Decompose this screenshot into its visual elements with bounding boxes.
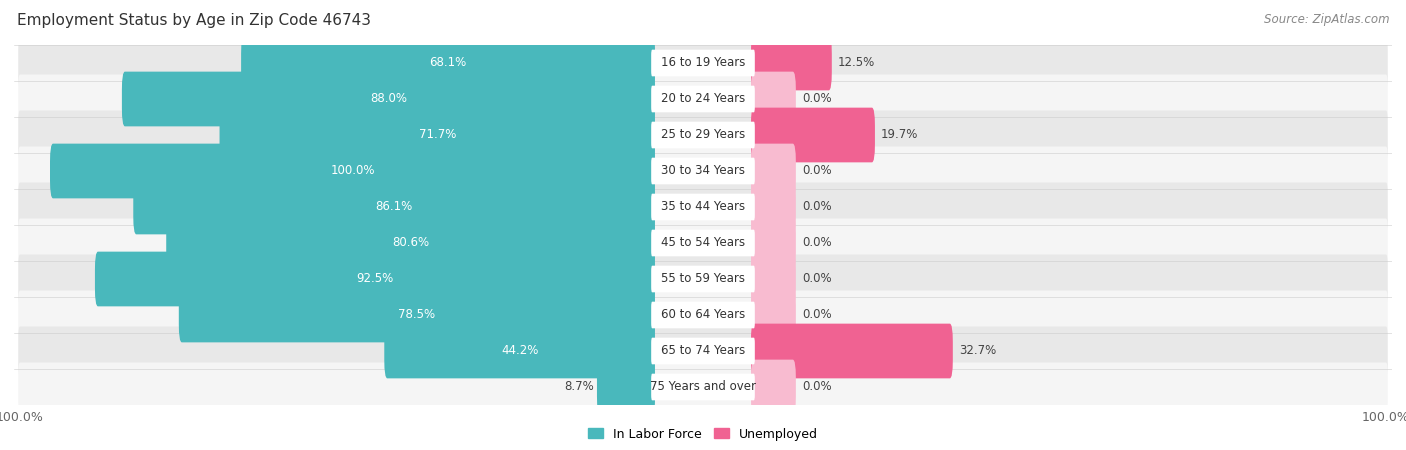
Text: 45 to 54 Years: 45 to 54 Years xyxy=(661,237,745,249)
Text: 65 to 74 Years: 65 to 74 Years xyxy=(661,345,745,357)
FancyBboxPatch shape xyxy=(651,302,755,328)
Text: 55 to 59 Years: 55 to 59 Years xyxy=(661,273,745,285)
Text: 78.5%: 78.5% xyxy=(398,309,436,321)
Text: 60 to 64 Years: 60 to 64 Years xyxy=(661,309,745,321)
FancyBboxPatch shape xyxy=(751,108,875,162)
FancyBboxPatch shape xyxy=(598,360,655,414)
Text: 68.1%: 68.1% xyxy=(429,57,467,69)
Text: 0.0%: 0.0% xyxy=(801,201,831,213)
FancyBboxPatch shape xyxy=(751,216,796,270)
FancyBboxPatch shape xyxy=(651,122,755,148)
FancyBboxPatch shape xyxy=(751,288,796,342)
FancyBboxPatch shape xyxy=(751,36,832,90)
Text: 0.0%: 0.0% xyxy=(801,165,831,177)
FancyBboxPatch shape xyxy=(18,39,1388,87)
Text: 86.1%: 86.1% xyxy=(375,201,413,213)
FancyBboxPatch shape xyxy=(651,50,755,76)
FancyBboxPatch shape xyxy=(240,36,655,90)
FancyBboxPatch shape xyxy=(651,158,755,184)
FancyBboxPatch shape xyxy=(18,291,1388,339)
Text: 0.0%: 0.0% xyxy=(801,237,831,249)
Text: 75 Years and over: 75 Years and over xyxy=(650,381,756,393)
Text: Employment Status by Age in Zip Code 46743: Employment Status by Age in Zip Code 467… xyxy=(17,14,371,28)
FancyBboxPatch shape xyxy=(18,75,1388,123)
FancyBboxPatch shape xyxy=(18,363,1388,411)
Text: Source: ZipAtlas.com: Source: ZipAtlas.com xyxy=(1264,14,1389,27)
FancyBboxPatch shape xyxy=(166,216,655,270)
Text: 20 to 24 Years: 20 to 24 Years xyxy=(661,93,745,105)
FancyBboxPatch shape xyxy=(651,338,755,364)
Text: 12.5%: 12.5% xyxy=(838,57,875,69)
Legend: In Labor Force, Unemployed: In Labor Force, Unemployed xyxy=(583,423,823,446)
Text: 25 to 29 Years: 25 to 29 Years xyxy=(661,129,745,141)
FancyBboxPatch shape xyxy=(651,86,755,112)
FancyBboxPatch shape xyxy=(384,324,655,378)
FancyBboxPatch shape xyxy=(751,252,796,306)
Text: 88.0%: 88.0% xyxy=(370,93,406,105)
FancyBboxPatch shape xyxy=(18,255,1388,303)
Text: 32.7%: 32.7% xyxy=(959,345,995,357)
FancyBboxPatch shape xyxy=(751,144,796,198)
FancyBboxPatch shape xyxy=(134,180,655,234)
FancyBboxPatch shape xyxy=(751,324,953,378)
Text: 71.7%: 71.7% xyxy=(419,129,456,141)
Text: 44.2%: 44.2% xyxy=(501,345,538,357)
Text: 30 to 34 Years: 30 to 34 Years xyxy=(661,165,745,177)
FancyBboxPatch shape xyxy=(751,72,796,126)
Text: 8.7%: 8.7% xyxy=(564,381,593,393)
Text: 16 to 19 Years: 16 to 19 Years xyxy=(661,57,745,69)
FancyBboxPatch shape xyxy=(18,219,1388,267)
FancyBboxPatch shape xyxy=(219,108,655,162)
Text: 0.0%: 0.0% xyxy=(801,93,831,105)
Text: 100.0%: 100.0% xyxy=(330,165,375,177)
Text: 19.7%: 19.7% xyxy=(882,129,918,141)
FancyBboxPatch shape xyxy=(18,147,1388,195)
FancyBboxPatch shape xyxy=(96,252,655,306)
Text: 92.5%: 92.5% xyxy=(356,273,394,285)
FancyBboxPatch shape xyxy=(18,183,1388,231)
Text: 0.0%: 0.0% xyxy=(801,381,831,393)
FancyBboxPatch shape xyxy=(651,194,755,220)
FancyBboxPatch shape xyxy=(18,327,1388,375)
Text: 80.6%: 80.6% xyxy=(392,237,429,249)
FancyBboxPatch shape xyxy=(751,180,796,234)
Text: 35 to 44 Years: 35 to 44 Years xyxy=(661,201,745,213)
FancyBboxPatch shape xyxy=(751,360,796,414)
FancyBboxPatch shape xyxy=(651,374,755,400)
FancyBboxPatch shape xyxy=(651,230,755,256)
FancyBboxPatch shape xyxy=(51,144,655,198)
FancyBboxPatch shape xyxy=(122,72,655,126)
Text: 0.0%: 0.0% xyxy=(801,273,831,285)
FancyBboxPatch shape xyxy=(651,266,755,292)
FancyBboxPatch shape xyxy=(18,111,1388,159)
FancyBboxPatch shape xyxy=(179,288,655,342)
Text: 0.0%: 0.0% xyxy=(801,309,831,321)
